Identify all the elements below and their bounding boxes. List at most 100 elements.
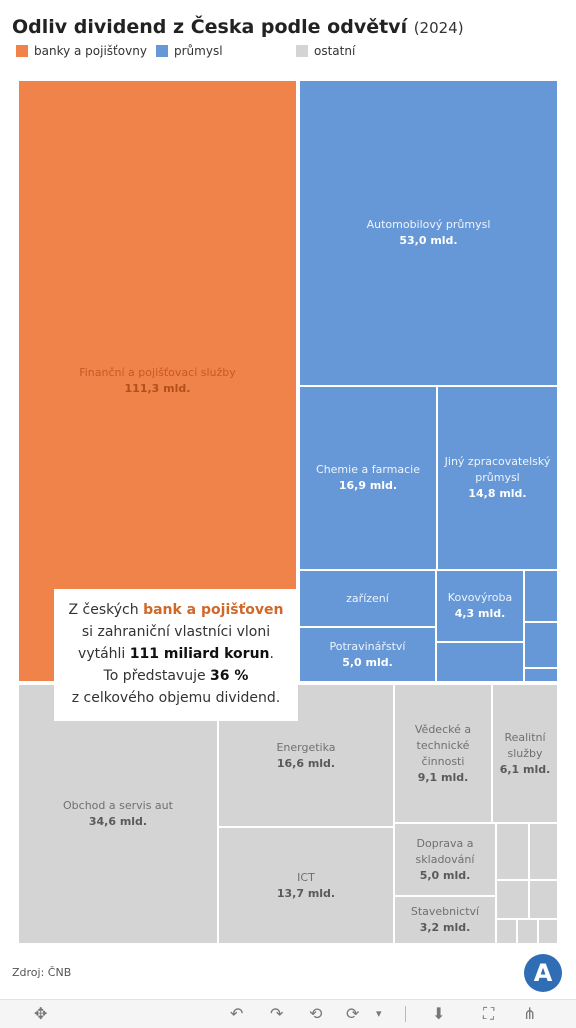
treemap-tile[interactable]: [497, 881, 530, 920]
tile-label: Automobilový průmysl 53,0 mld.: [300, 217, 557, 249]
callout-line5: z celkového objemu dividend.: [71, 690, 281, 706]
callout-line4-bold: 36 %: [210, 668, 249, 684]
tile-value: 5,0 mld.: [342, 655, 393, 669]
legend-swatch: [156, 45, 168, 57]
share-icon[interactable]: ⋔: [523, 1004, 537, 1023]
viz-toolbar: ✥ ↶ ↷ ⟲ ⟳ ▾ ⬇ ⛶ ⋔: [0, 999, 576, 1028]
tile-name: Stavebnictví: [410, 905, 480, 918]
tile-value: 6,1 mld.: [499, 762, 551, 776]
legend-item[interactable]: ostatní: [296, 44, 355, 60]
treemap-tile[interactable]: Potravinářství 5,0 mld.: [300, 628, 437, 683]
source-note: Zdroj: ČNB: [12, 966, 72, 979]
tile-label: Obchod a servis aut 34,6 mld.: [19, 798, 217, 830]
tile-name: Jiný zpracovatelský průmysl: [444, 455, 551, 484]
treemap-tile[interactable]: zařízení: [300, 571, 437, 628]
legend-item[interactable]: průmysl: [156, 44, 223, 60]
tile-name: Automobilový průmysl: [366, 218, 491, 231]
legend-label: ostatní: [314, 44, 356, 58]
move-icon[interactable]: ✥: [34, 1004, 48, 1023]
undo-icon[interactable]: ↶: [230, 1004, 244, 1023]
tile-name: Realitní služby: [504, 730, 546, 760]
tile-value: 5,0 mld.: [419, 868, 471, 882]
revert-icon[interactable]: ⟲: [309, 1004, 323, 1023]
tile-value: 34,6 mld.: [88, 815, 148, 828]
chart-title-text: Odliv dividend z Česka podle odvětví: [12, 16, 408, 38]
callout-line3-pre: vytáhli: [78, 646, 130, 662]
tile-label: ICT 13,7 mld.: [219, 870, 393, 902]
tile-value: 9,1 mld.: [417, 770, 469, 784]
treemap-tile[interactable]: [530, 881, 559, 920]
treemap-tile[interactable]: Finanční a pojišťovací služby 111,3 mld.: [19, 81, 298, 683]
fullscreen-icon[interactable]: ⛶: [483, 1004, 495, 1023]
brand-logo[interactable]: A: [524, 954, 562, 992]
treemap-tile[interactable]: [497, 920, 518, 945]
legend-swatch: [16, 45, 28, 57]
tile-name: Energetika: [276, 740, 336, 754]
redo-icon[interactable]: ↷: [270, 1004, 284, 1023]
tile-label: Kovovýroba 4,3 mld.: [437, 590, 523, 622]
treemap-tile[interactable]: Chemie a farmacie 16,9 mld.: [300, 387, 438, 571]
treemap-tile[interactable]: Realitní služby 6,1 mld.: [493, 685, 559, 824]
tile-name: Vědecké a technické činnosti: [414, 722, 472, 768]
tile-name: Obchod a servis aut: [63, 799, 173, 812]
tile-value: 53,0 mld.: [399, 234, 458, 247]
tile-label: Potravinářství 5,0 mld.: [300, 639, 435, 671]
legend-label: průmysl: [174, 44, 223, 58]
tile-label: Energetika 16,6 mld.: [219, 740, 393, 772]
tile-value: 16,9 mld.: [338, 479, 398, 492]
treemap-tile[interactable]: Kovovýroba 4,3 mld.: [437, 571, 525, 643]
legend-item[interactable]: banky a pojišťovny: [16, 44, 147, 60]
treemap-tile[interactable]: Vědecké a technické činnosti 9,1 mld.: [395, 685, 493, 824]
treemap-tile[interactable]: [525, 669, 559, 683]
tile-value: 111,3 mld.: [124, 382, 191, 395]
tile-label: Jiný zpracovatelský průmysl 14,8 mld.: [438, 454, 557, 502]
treemap-tile[interactable]: [525, 623, 559, 669]
tile-name: Kovovýroba: [447, 591, 513, 604]
treemap-tile[interactable]: [539, 920, 559, 945]
tile-value: 13,7 mld.: [276, 886, 336, 900]
dropdown-arrow-icon[interactable]: ▾: [376, 1007, 382, 1020]
tile-name: Potravinářství: [329, 639, 406, 653]
tile-label: Vědecké a technické činnosti 9,1 mld.: [395, 722, 491, 786]
download-icon[interactable]: ⬇: [432, 1004, 446, 1023]
tile-value: 16,6 mld.: [276, 756, 336, 770]
tile-name: Chemie a farmacie: [316, 463, 420, 476]
chart-title: Odliv dividend z Česka podle odvětví (20…: [12, 16, 464, 38]
tile-label: Finanční a pojišťovací služby 111,3 mld.: [19, 365, 296, 397]
tile-label: Stavebnictví 3,2 mld.: [395, 904, 495, 936]
callout-line1-pre: Z českých: [68, 602, 144, 618]
callout-line3-post: .: [269, 646, 274, 662]
treemap-tile[interactable]: Doprava a skladování 5,0 mld.: [395, 824, 497, 897]
tile-value: 14,8 mld.: [468, 487, 527, 500]
tile-value: 3,2 mld.: [419, 921, 471, 934]
callout-line2: si zahraniční vlastníci vloni: [81, 624, 271, 640]
treemap-tile[interactable]: Stavebnictví 3,2 mld.: [395, 897, 497, 945]
callout-line3-bold: 111 miliard korun: [129, 646, 270, 662]
tile-label: Doprava a skladování 5,0 mld.: [395, 836, 495, 884]
callout-box: Z českých bank a pojišťoven si zahraničn…: [54, 589, 298, 721]
treemap-tile[interactable]: [530, 824, 559, 881]
treemap-tile[interactable]: [497, 824, 530, 881]
refresh-icon[interactable]: ⟳: [346, 1004, 360, 1023]
tile-name: ICT: [297, 870, 315, 884]
tile-label: Chemie a farmacie 16,9 mld.: [300, 462, 436, 494]
toolbar-divider: [405, 1006, 406, 1022]
tile-name: Doprava a skladování: [415, 836, 475, 866]
tile-label: Realitní služby 6,1 mld.: [493, 730, 557, 778]
tile-value: 4,3 mld.: [454, 607, 506, 620]
chart-title-year: (2024): [413, 19, 464, 37]
callout-line4-pre: To představuje: [103, 668, 211, 684]
treemap-tile[interactable]: ICT 13,7 mld.: [219, 828, 395, 945]
treemap-tile[interactable]: Jiný zpracovatelský průmysl 14,8 mld.: [438, 387, 559, 571]
tile-name: Finanční a pojišťovací služby: [79, 366, 236, 379]
callout-line1-highlight: bank a pojišťoven: [143, 602, 284, 618]
tile-name: zařízení: [346, 591, 389, 605]
treemap-tile[interactable]: Automobilový průmysl 53,0 mld.: [300, 81, 559, 387]
treemap-tile[interactable]: Obchod a servis aut 34,6 mld.: [19, 685, 219, 945]
treemap-tile[interactable]: [525, 571, 559, 623]
treemap-tile[interactable]: [518, 920, 539, 945]
legend-swatch: [296, 45, 308, 57]
treemap-tile[interactable]: [437, 643, 525, 683]
tile-label: zařízení: [300, 591, 435, 607]
